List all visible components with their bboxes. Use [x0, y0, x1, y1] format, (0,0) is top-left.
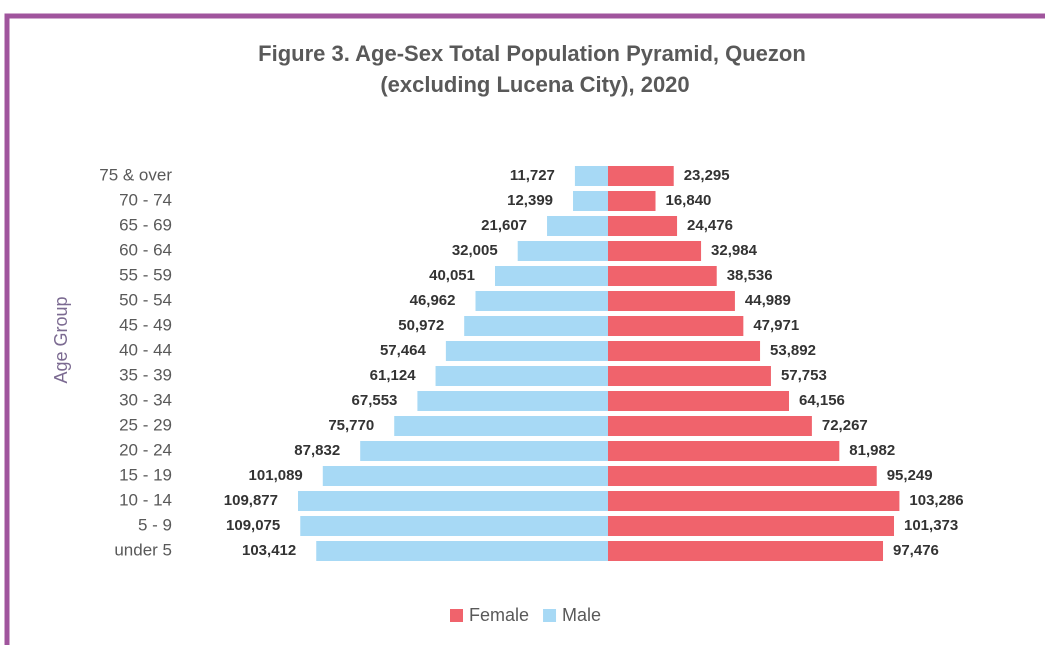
data-label: 109,877 [224, 492, 278, 509]
frame [4, 13, 1045, 645]
bar [608, 516, 895, 536]
legend-swatch [543, 609, 557, 622]
bar [608, 316, 744, 336]
legend-swatch [450, 609, 463, 622]
legend-label: Male [562, 605, 601, 625]
chart-title: Figure 3. Age-Sex Total Population Pyram… [258, 41, 806, 66]
data-label: 24,476 [687, 217, 733, 234]
y-tick-label: 45 - 49 [119, 315, 172, 334]
data-label: 44,989 [745, 292, 791, 309]
data-label: 12,399 [507, 192, 553, 209]
data-label: 21,607 [481, 217, 527, 234]
bar [608, 391, 790, 411]
y-tick-label: 75 & over [99, 165, 172, 184]
y-tick-label: 65 - 69 [119, 215, 172, 234]
data-label: 16,840 [666, 192, 712, 209]
bar [608, 166, 674, 186]
data-label: 40,051 [429, 267, 475, 284]
bar [445, 341, 608, 361]
y-tick-label: 30 - 34 [119, 390, 172, 409]
bar [608, 266, 717, 286]
bar [417, 391, 608, 411]
bar [608, 291, 735, 311]
data-label: 72,267 [822, 417, 868, 434]
bar [608, 491, 900, 511]
data-label: 64,156 [799, 392, 845, 409]
y-tick-label: 35 - 39 [119, 365, 172, 384]
y-tick-label: 15 - 19 [119, 465, 172, 484]
bar [495, 266, 608, 286]
data-label: 32,005 [452, 242, 498, 259]
data-label: 57,464 [380, 342, 427, 359]
y-tick-label: 55 - 59 [119, 265, 172, 284]
data-label: 23,295 [684, 167, 730, 184]
data-label: 75,770 [328, 417, 374, 434]
bar [608, 441, 840, 461]
bar [464, 316, 608, 336]
bar [298, 491, 608, 511]
bar [574, 166, 608, 186]
data-label: 57,753 [781, 367, 827, 384]
bar [608, 541, 884, 561]
bar [475, 291, 608, 311]
bar [608, 341, 761, 361]
data-label: 46,962 [410, 292, 456, 309]
data-label: 81,982 [849, 442, 895, 459]
y-tick-label: 50 - 54 [119, 290, 172, 309]
data-label: 38,536 [727, 267, 773, 284]
data-label: 50,972 [398, 317, 444, 334]
bar [316, 541, 608, 561]
data-label: 101,373 [904, 517, 958, 534]
bar [608, 191, 656, 211]
bar [394, 416, 608, 436]
bar [608, 241, 702, 261]
bar [547, 216, 608, 236]
y-tick-label: 25 - 29 [119, 415, 172, 434]
data-label: 109,075 [226, 517, 280, 534]
data-label: 47,971 [753, 317, 799, 334]
y-tick-label: 40 - 44 [119, 340, 172, 359]
bar [608, 366, 771, 386]
bar [573, 191, 608, 211]
data-label: 11,727 [510, 167, 555, 184]
bar [608, 216, 678, 236]
data-label: 87,832 [294, 442, 340, 459]
data-label: 97,476 [893, 542, 939, 559]
y-tick-label: 70 - 74 [119, 190, 172, 209]
data-label: 101,089 [249, 467, 303, 484]
legend-label: Female [469, 605, 529, 625]
data-label: 32,984 [711, 242, 758, 259]
y-axis-label: Age Group [51, 296, 71, 383]
data-label: 103,412 [242, 542, 296, 559]
y-tick-label: 60 - 64 [119, 240, 172, 259]
data-label: 95,249 [887, 467, 933, 484]
bar [360, 441, 608, 461]
bar [322, 466, 608, 486]
data-label: 67,553 [352, 392, 398, 409]
bar [300, 516, 608, 536]
bar [517, 241, 608, 261]
bar [608, 416, 812, 436]
y-tick-label: 20 - 24 [119, 440, 172, 459]
data-label: 53,892 [770, 342, 816, 359]
y-tick-label: 5 - 9 [138, 515, 172, 534]
y-tick-label: under 5 [114, 540, 172, 559]
chart-subtitle: (excluding Lucena City), 2020 [380, 72, 689, 97]
bar [435, 366, 608, 386]
bar [608, 466, 877, 486]
data-label: 61,124 [370, 367, 417, 384]
y-tick-label: 10 - 14 [119, 490, 172, 509]
data-label: 103,286 [909, 492, 963, 509]
